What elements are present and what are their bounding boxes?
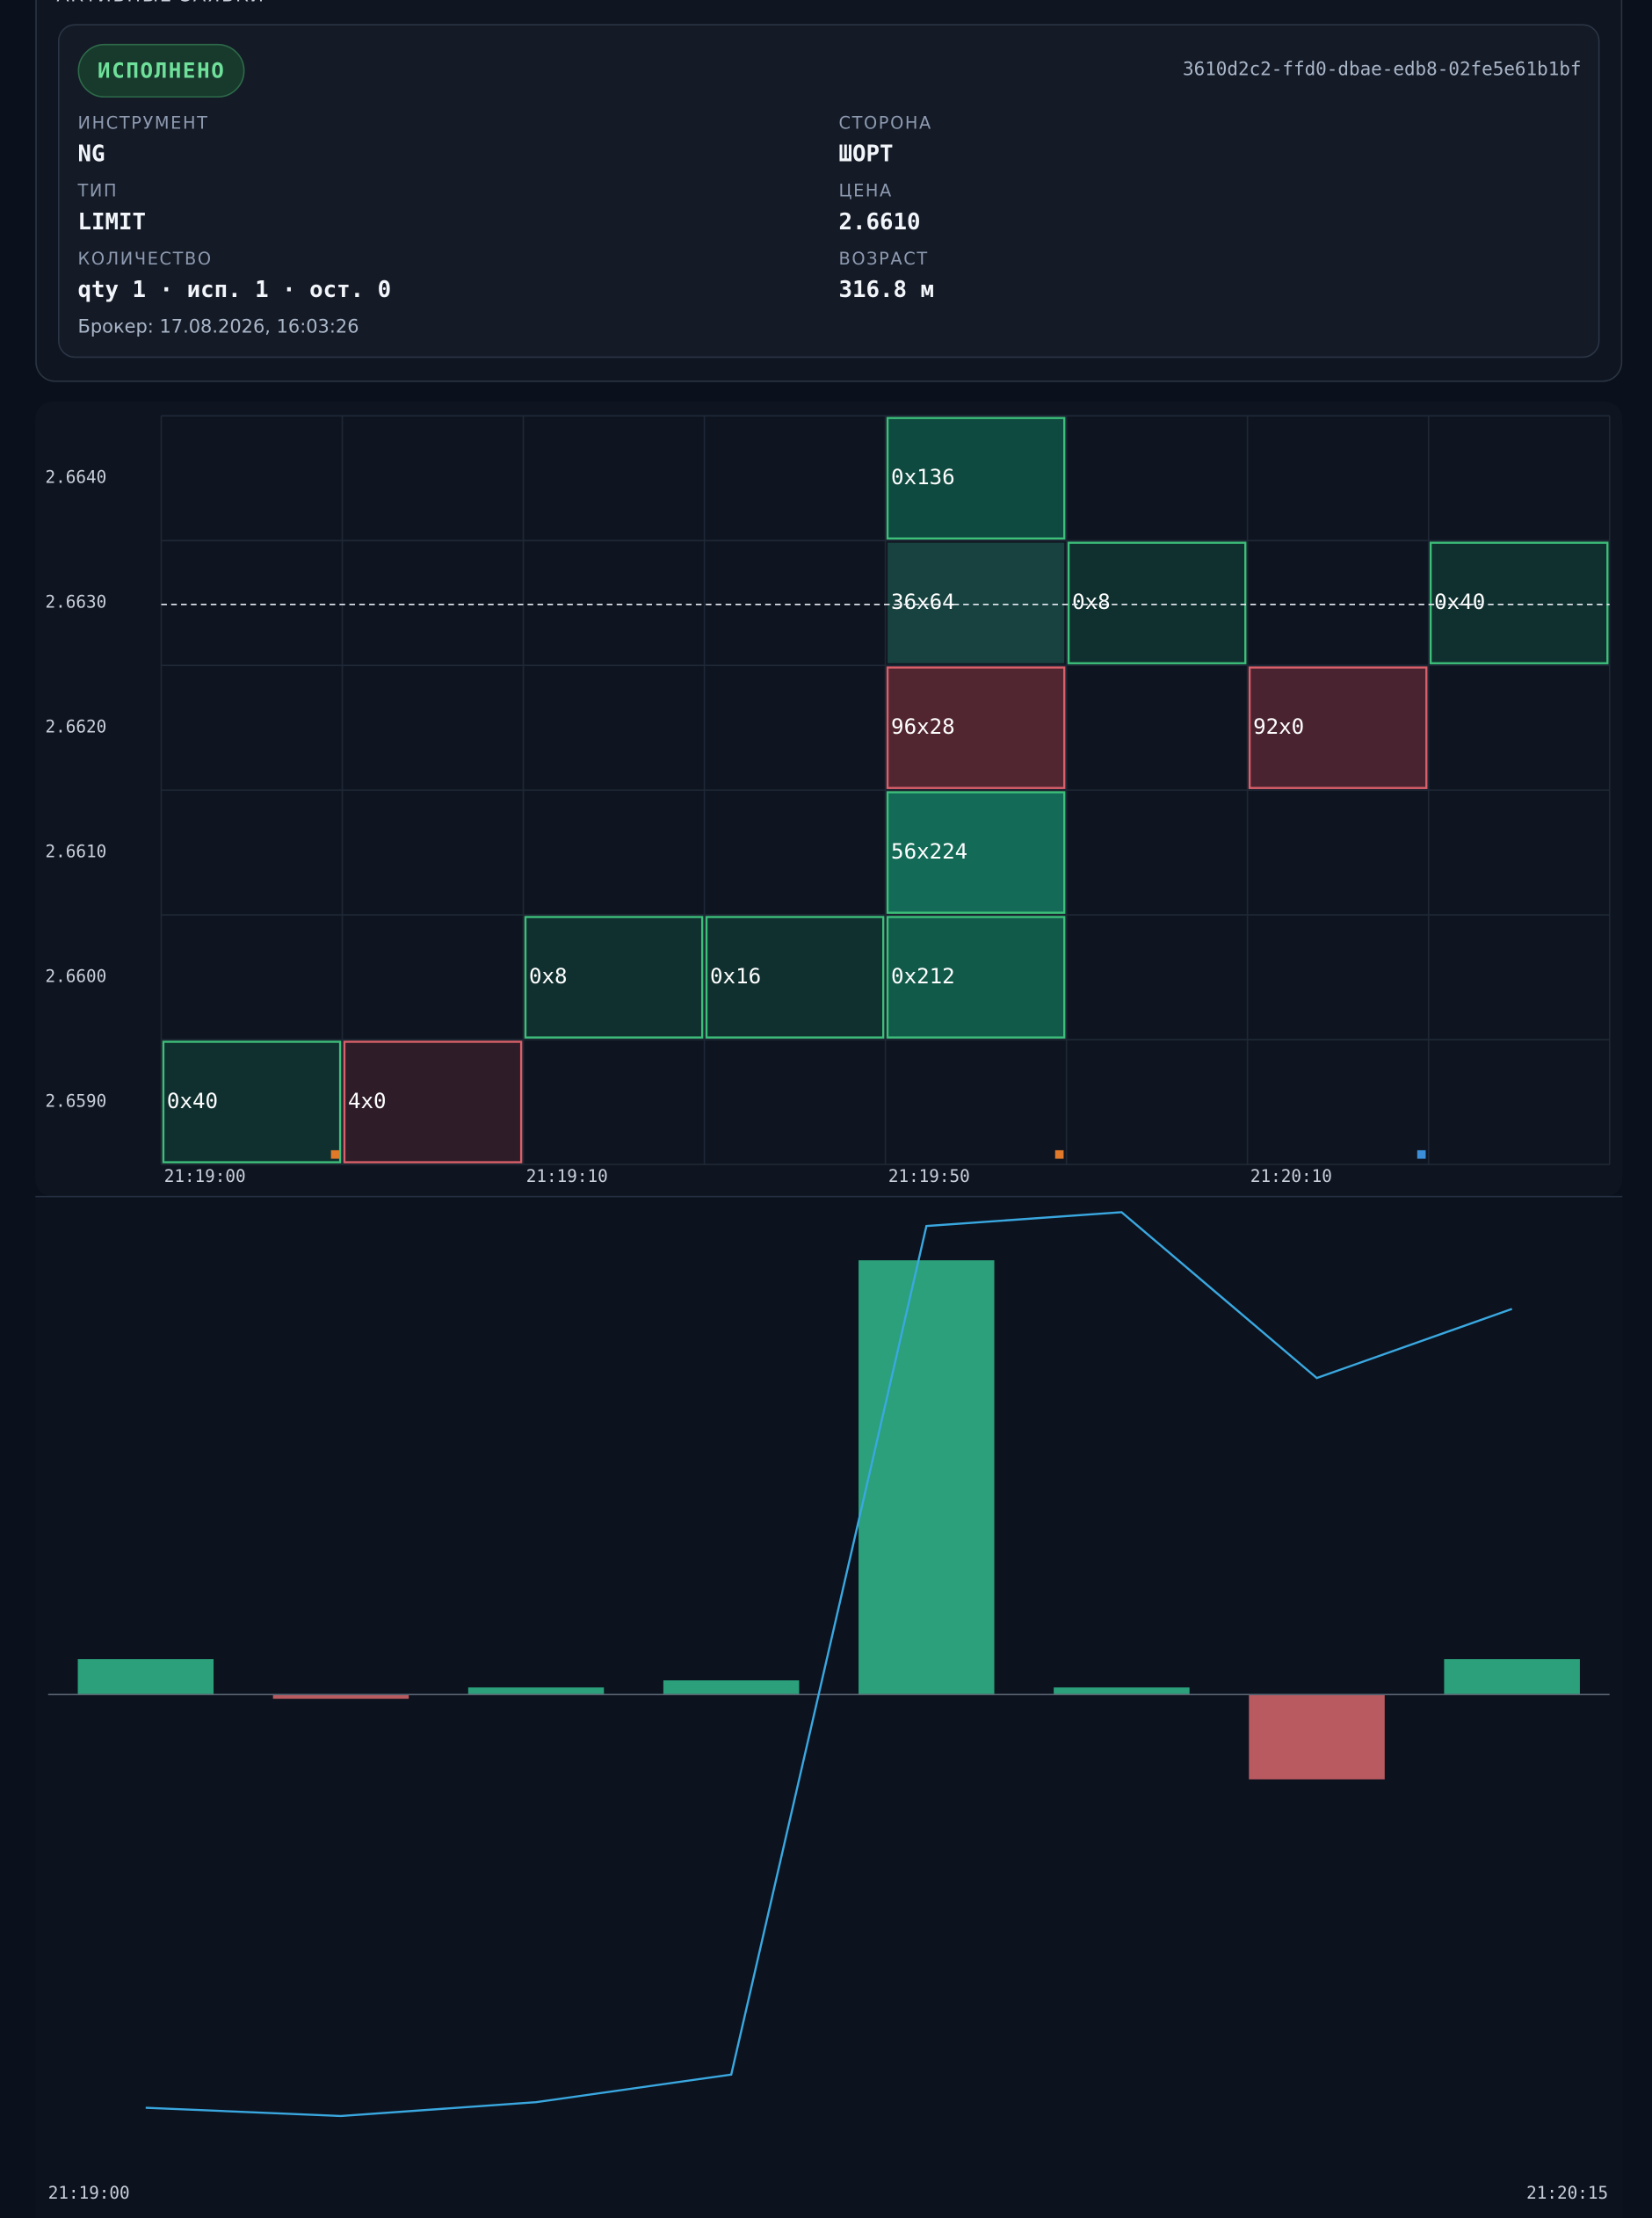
- delta-bar: [859, 1260, 995, 1695]
- field-value: 316.8 м: [838, 275, 935, 303]
- cell-label: 96x28: [891, 714, 955, 739]
- order-card: ИСПОЛНЕНО 3610d2c2-ffd0-dbae-edb8-02fe5e…: [57, 24, 1600, 359]
- cell-label: 0x8: [1072, 590, 1111, 614]
- cell-label: 0x212: [891, 964, 955, 989]
- broker-time: Брокер: 17.08.2026, 16:03:26: [77, 316, 359, 338]
- cell-label: 92x0: [1253, 714, 1304, 739]
- cell-label: 56x224: [891, 839, 967, 864]
- x-end-label: 21:20:15: [1526, 2183, 1608, 2203]
- cell-label: 0x16: [710, 964, 761, 989]
- field-value: LIMIT: [77, 207, 147, 236]
- field-value: 2.6610: [838, 207, 921, 236]
- footprint-cell: [524, 916, 704, 1039]
- delta-bar: [467, 1687, 605, 1695]
- delta-bar: [77, 1659, 214, 1695]
- price-label: 2.6640: [46, 468, 107, 488]
- price-label: 2.6630: [46, 592, 107, 612]
- field-value: qty 1 · исп. 1 · ост. 0: [77, 275, 392, 303]
- field-label: КОЛИЧЕСТВО: [77, 249, 213, 269]
- cell-label: 0x8: [529, 964, 568, 989]
- field-label: СТОРОНА: [838, 112, 932, 134]
- footprint-cell: [1067, 541, 1247, 664]
- cell-label: 0x40: [1434, 590, 1485, 614]
- price-label: 2.6620: [46, 717, 107, 737]
- footprint-cell: [162, 1040, 342, 1163]
- footprint-cell: [705, 916, 885, 1039]
- x-tick-label: 21:20:10: [1250, 1166, 1332, 1186]
- price-label: 2.6590: [46, 1091, 107, 1112]
- footprint-cell: [886, 916, 1066, 1039]
- delta-bar: [1444, 1659, 1580, 1695]
- field-value: NG: [77, 140, 105, 167]
- delta-bar: [1249, 1694, 1385, 1779]
- x-tick-label: 21:19:00: [164, 1166, 246, 1186]
- delta-bar: [663, 1680, 800, 1695]
- order-id: 3610d2c2-ffd0-dbae-edb8-02fe5e61b1bf: [1183, 59, 1582, 81]
- marker: [1054, 1149, 1064, 1159]
- footprint-cell: [888, 542, 1065, 663]
- field-label: ТИП: [77, 181, 119, 201]
- x-tick-label: 21:19:10: [526, 1166, 608, 1186]
- status-badge: ИСПОЛНЕНО: [77, 43, 245, 98]
- cell-label: 0x40: [167, 1089, 218, 1113]
- field-label: ЦЕНА: [838, 181, 893, 201]
- cumulative-line: [145, 1211, 1513, 2118]
- field-value: ШОРТ: [838, 140, 894, 167]
- marker: [1417, 1149, 1426, 1159]
- footprint-cell: [343, 1040, 523, 1163]
- x-tick-label: 21:19:50: [888, 1166, 970, 1186]
- footprint-cell: [886, 791, 1066, 914]
- cell-label: 0x136: [891, 465, 955, 489]
- footprint-cell: [886, 666, 1066, 789]
- footprint-cell: [1429, 541, 1609, 664]
- footprint-cell: [886, 417, 1066, 540]
- footprint-cell: [1248, 666, 1428, 789]
- price-label: 2.6600: [46, 967, 107, 987]
- marker: [330, 1149, 340, 1159]
- x-start-label: 21:19:00: [48, 2183, 130, 2203]
- delta-bar: [1054, 1687, 1190, 1695]
- cell-label: 4x0: [348, 1089, 387, 1113]
- field-label: ИНСТРУМЕНТ: [77, 112, 209, 134]
- delta-bar: [272, 1694, 409, 1700]
- field-label: ВОЗРАСТ: [838, 249, 929, 269]
- cell-label: 36x64: [891, 590, 955, 614]
- price-label: 2.6610: [46, 842, 107, 862]
- section-title: АКТИВНЫЕ ЗАЯВКИ: [56, 0, 264, 7]
